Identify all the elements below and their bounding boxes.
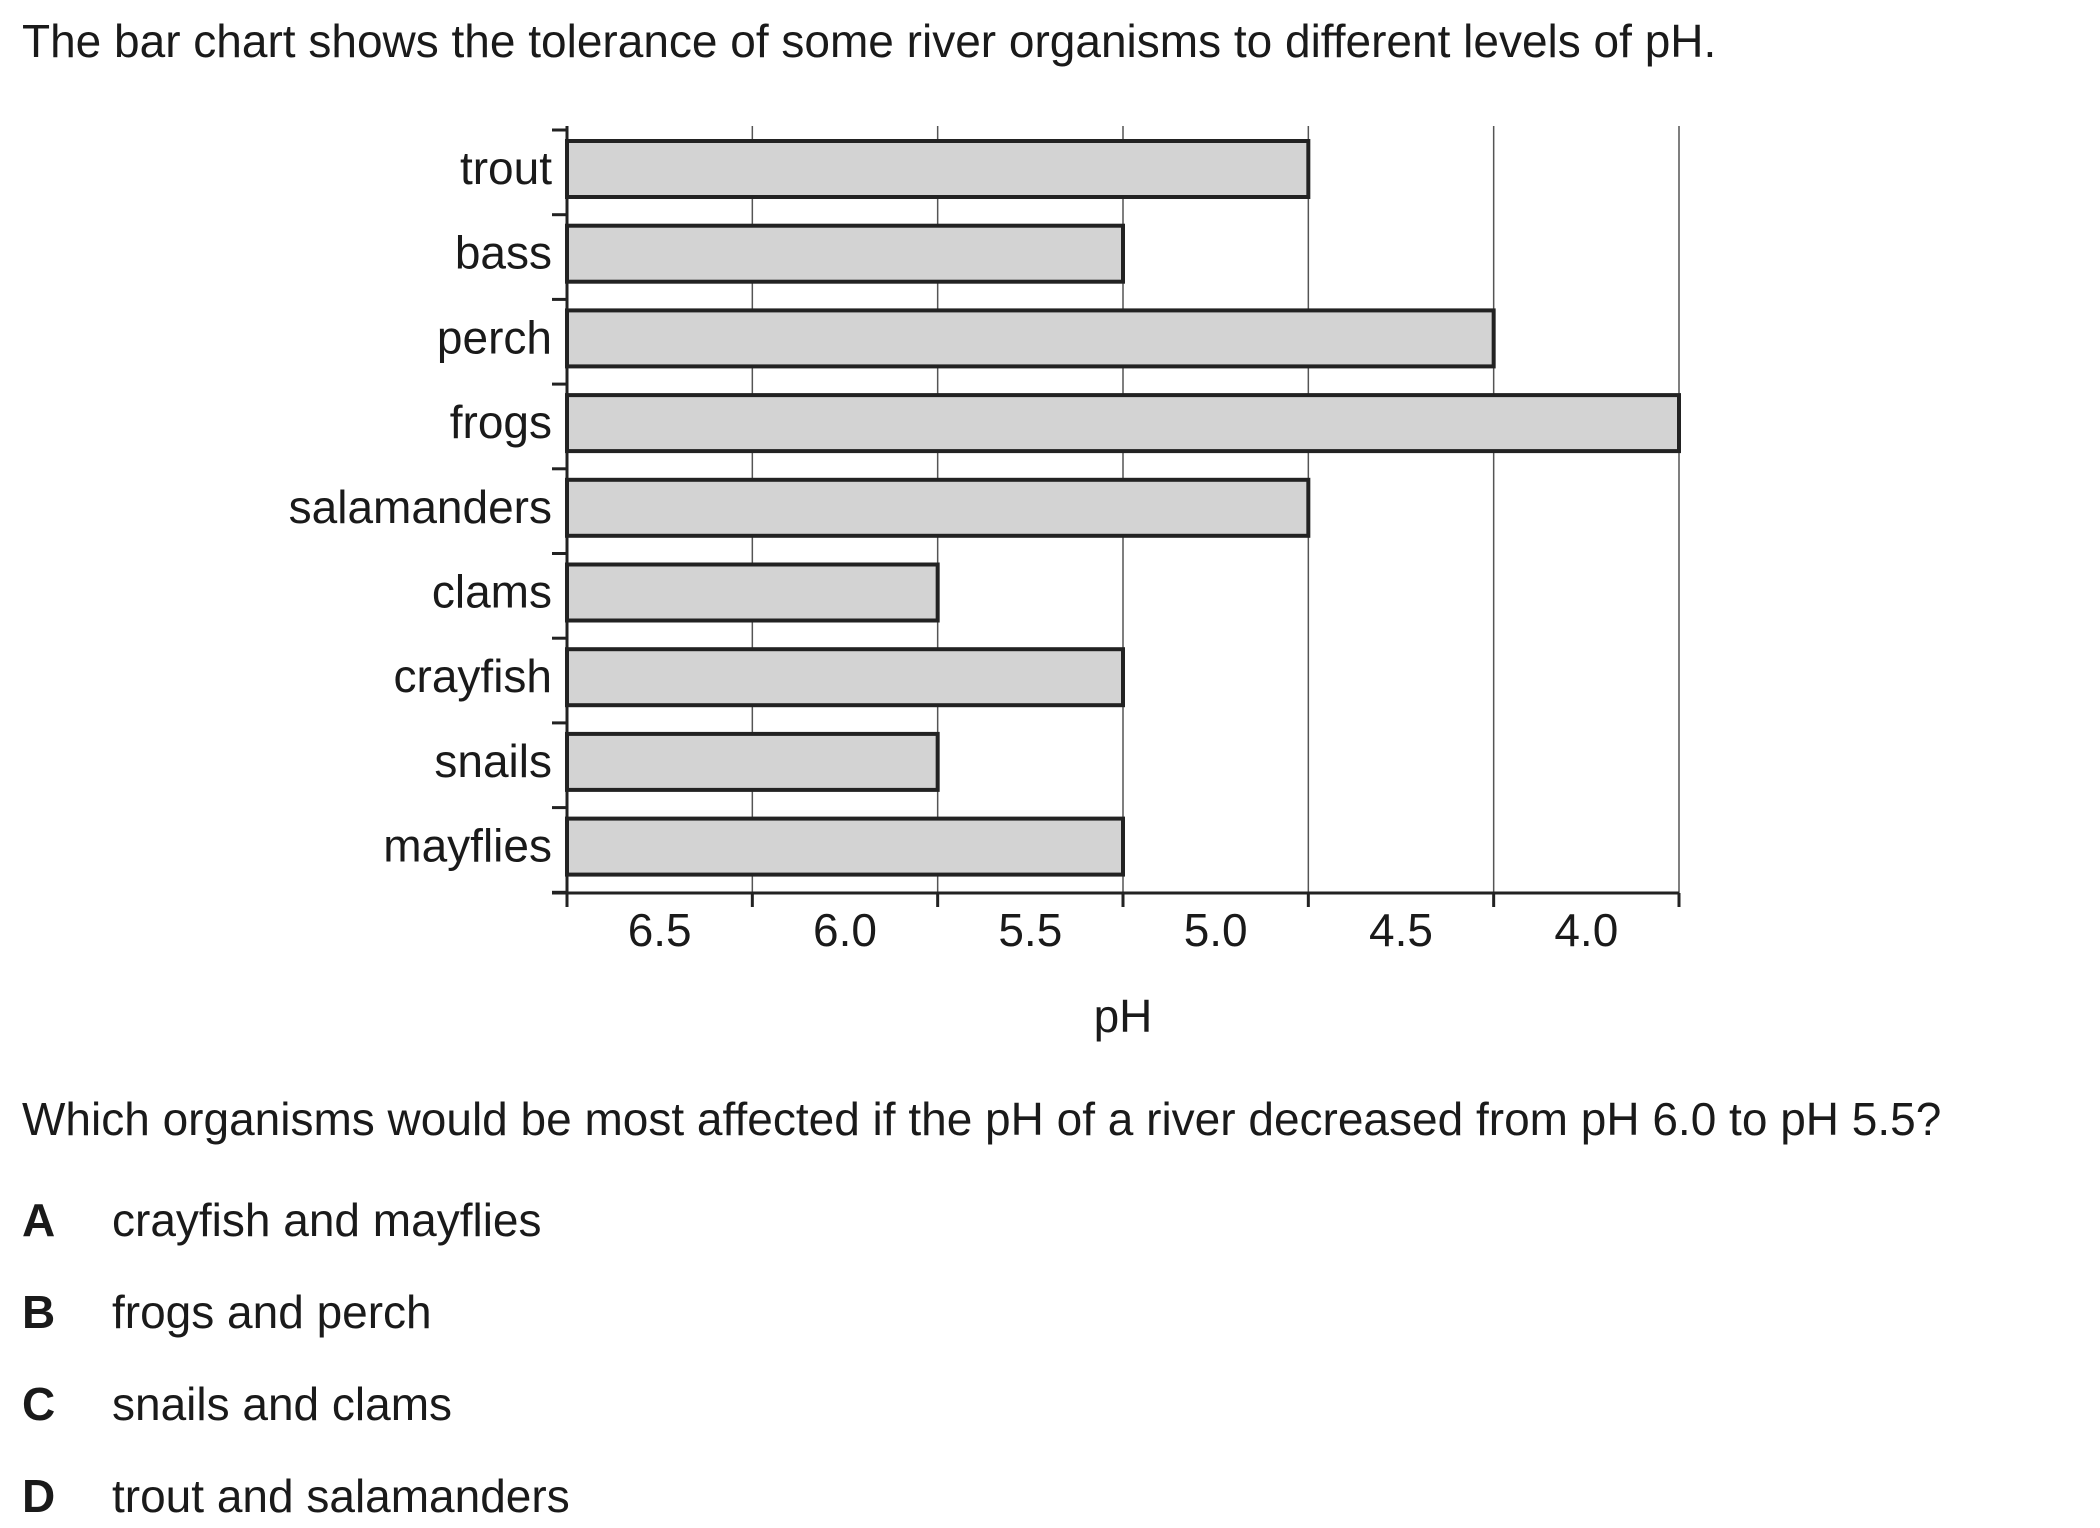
x-tick-label: 6.0: [813, 904, 877, 956]
bar-bass: [565, 223, 1125, 284]
option-text: frogs and perch: [112, 1286, 432, 1338]
option-text: crayfish and mayflies: [112, 1194, 542, 1246]
option-letter: D: [22, 1470, 56, 1522]
category-label: bass: [455, 227, 552, 279]
category-label: crayfish: [394, 650, 552, 702]
category-label: salamanders: [289, 481, 552, 533]
bar-perch: [565, 308, 1496, 369]
category-label: clams: [432, 566, 552, 618]
category-label: mayflies: [383, 820, 552, 872]
x-tick-label: 4.0: [1554, 904, 1618, 956]
category-label: perch: [437, 311, 552, 363]
ph-tolerance-bar-chart: trout bass perch frogs salamanders clams crayf…: [289, 126, 1681, 1042]
category-label: snails: [434, 735, 552, 787]
x-tick-label: 5.5: [998, 904, 1062, 956]
x-tick-label: 6.5: [628, 904, 692, 956]
option-letter: B: [22, 1286, 56, 1338]
bar-trout: [565, 139, 1311, 199]
axes: [552, 126, 1681, 907]
x-axis-title: pH: [1094, 990, 1153, 1042]
labels: trout bass perch frogs salamanders clams crayf…: [289, 142, 1619, 1042]
bar-crayfish: [565, 647, 1125, 708]
bar-clams: [565, 562, 940, 623]
bar-salamanders: [565, 477, 1311, 538]
bars: [565, 139, 1681, 877]
bar-frogs: [565, 393, 1681, 454]
bar-mayflies: [565, 816, 1125, 877]
bar-snails: [565, 731, 940, 792]
option-text: snails and clams: [112, 1378, 453, 1430]
option-text: trout and salamanders: [112, 1470, 570, 1522]
option-letter: C: [22, 1378, 56, 1430]
question-text: Which organisms would be most affected i…: [22, 1093, 1942, 1145]
category-label: frogs: [450, 396, 552, 448]
option-letter: A: [22, 1194, 56, 1246]
x-tick-label: 5.0: [1184, 904, 1248, 956]
category-label: trout: [460, 142, 552, 194]
intro-text: The bar chart shows the tolerance of som…: [22, 15, 1717, 67]
x-tick-label: 4.5: [1369, 904, 1433, 956]
